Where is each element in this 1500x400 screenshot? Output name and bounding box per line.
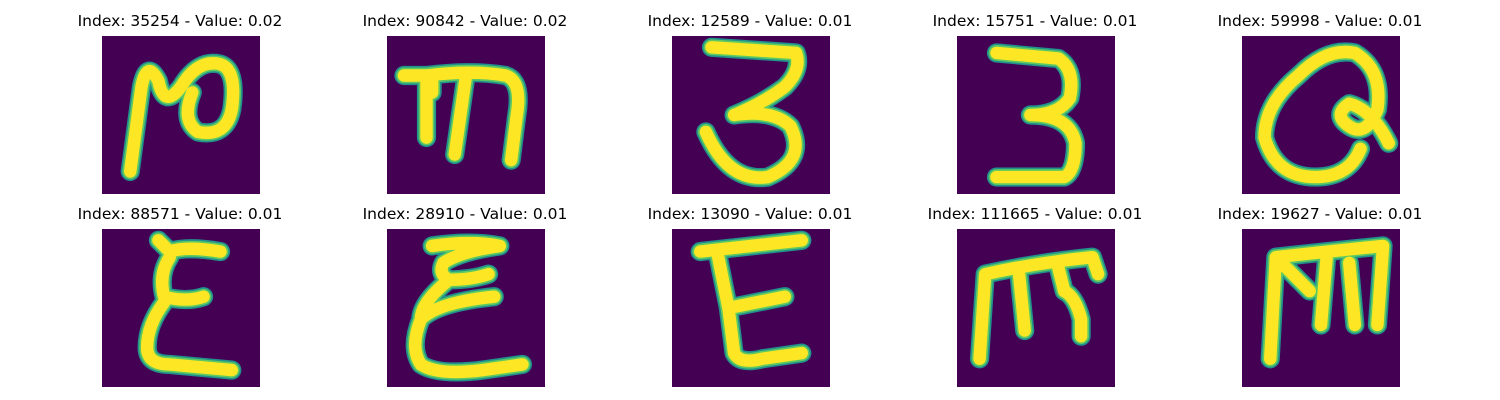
glyph-stroke: [1264, 239, 1390, 365]
panel-2: Index: 90842 - Value: 0.02: [335, 11, 595, 201]
glyph-image: [957, 229, 1115, 387]
panel-6: Index: 88571 - Value: 0.01: [50, 204, 310, 394]
panel-3: Index: 12589 - Value: 0.01: [620, 11, 880, 201]
glyph-image: [102, 36, 260, 194]
panel-9: Index: 111665 - Value: 0.01: [905, 204, 1165, 394]
panel-4: Index: 15751 - Value: 0.01: [905, 11, 1165, 201]
panel-title: Index: 15751 - Value: 0.01: [932, 12, 1138, 30]
panel-title: Index: 35254 - Value: 0.02: [77, 12, 283, 30]
glyph-stroke: [140, 234, 238, 377]
panel-title: Index: 28910 - Value: 0.01: [362, 205, 568, 223]
panel-title: Index: 111665 - Value: 0.01: [927, 205, 1143, 223]
glyph-image: [387, 36, 545, 194]
glyph-image: [102, 229, 260, 387]
glyph-stroke: [1258, 45, 1395, 184]
glyph-stroke: [397, 66, 525, 167]
glyph-stroke: [694, 234, 808, 367]
glyph-stroke: [699, 41, 804, 184]
panel-7: Index: 28910 - Value: 0.01: [335, 204, 595, 394]
panel-5: Index: 59998 - Value: 0.01: [1190, 11, 1450, 201]
panel-title: Index: 90842 - Value: 0.02: [362, 12, 568, 30]
panel-title: Index: 12589 - Value: 0.01: [647, 12, 853, 30]
glyph-stroke: [409, 236, 529, 379]
glyph-image: [387, 229, 545, 387]
glyph-image: [1242, 229, 1400, 387]
glyph-image: [1242, 36, 1400, 194]
panel-title: Index: 13090 - Value: 0.01: [647, 205, 853, 223]
glyph-stroke: [973, 251, 1105, 365]
panel-1: Index: 35254 - Value: 0.02: [50, 11, 310, 201]
panel-8: Index: 13090 - Value: 0.01: [620, 204, 880, 394]
glyph-image: [957, 36, 1115, 194]
glyph-image: [672, 229, 830, 387]
panel-10: Index: 19627 - Value: 0.01: [1190, 204, 1450, 394]
panel-title: Index: 88571 - Value: 0.01: [77, 205, 283, 223]
glyph-stroke: [124, 57, 240, 178]
panel-title: Index: 59998 - Value: 0.01: [1217, 12, 1423, 30]
glyph-image: [672, 36, 830, 194]
glyph-stroke: [990, 46, 1082, 184]
panel-title: Index: 19627 - Value: 0.01: [1217, 205, 1423, 223]
